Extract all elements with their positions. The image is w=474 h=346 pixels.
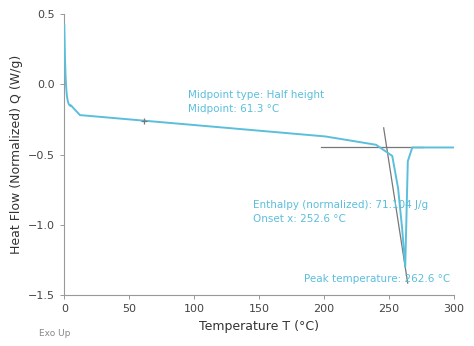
Text: Exo Up: Exo Up [39,329,70,338]
Text: Peak temperature: 262.6 °C: Peak temperature: 262.6 °C [304,274,451,284]
Text: Enthalpy (normalized): 71.104 J/g
Onset x: 252.6 °C: Enthalpy (normalized): 71.104 J/g Onset … [253,200,428,224]
X-axis label: Temperature T (°C): Temperature T (°C) [199,320,319,333]
Y-axis label: Heat Flow (Normalized) Q (W/g): Heat Flow (Normalized) Q (W/g) [10,55,23,254]
Text: Midpoint type: Half height
Midpoint: 61.3 °C: Midpoint type: Half height Midpoint: 61.… [188,90,324,114]
